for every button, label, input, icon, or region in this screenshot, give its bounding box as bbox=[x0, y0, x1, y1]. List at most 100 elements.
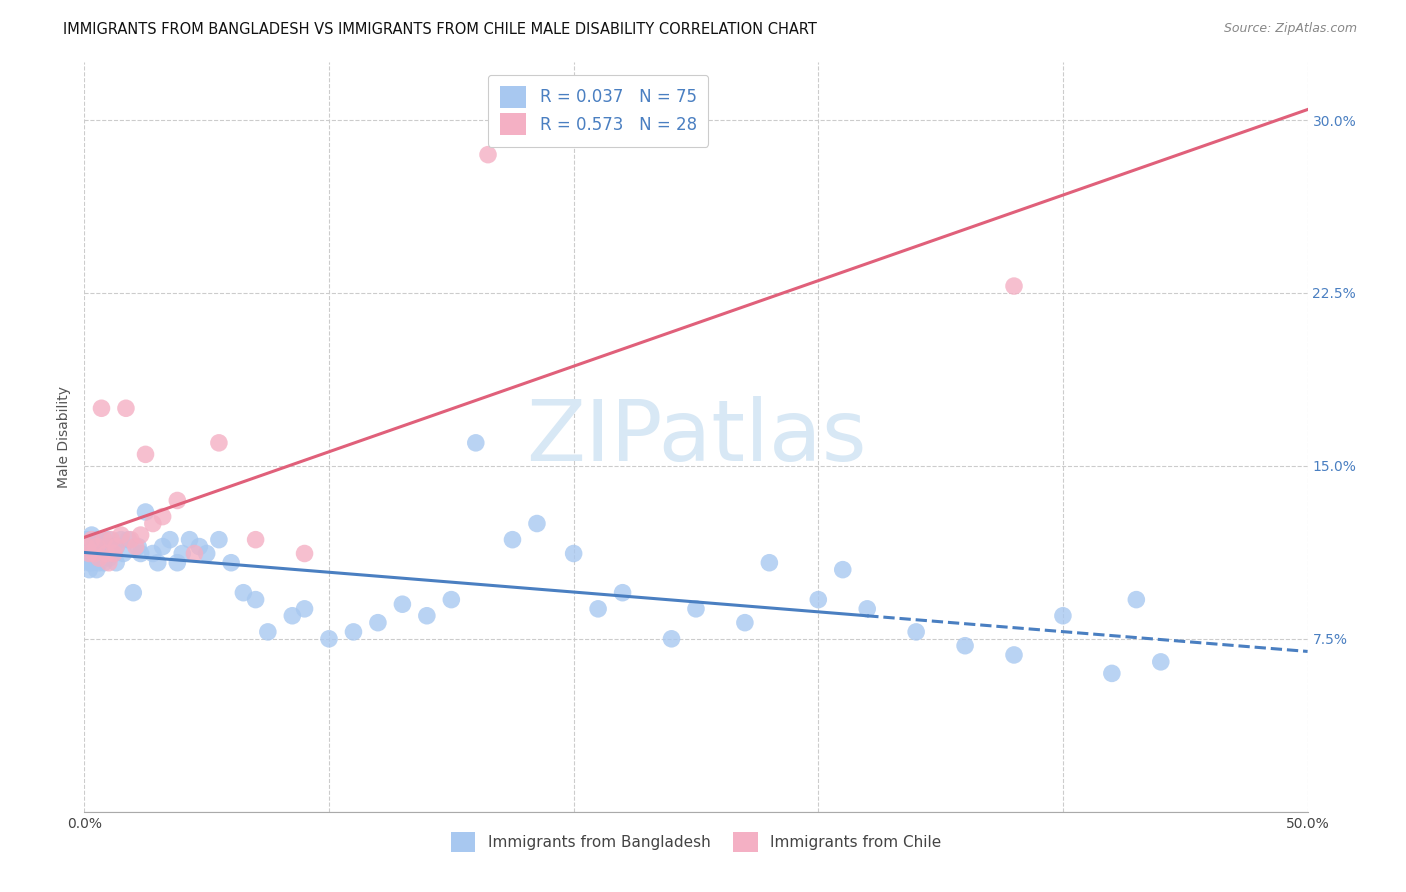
Point bbox=[105, 540, 128, 554]
Point bbox=[367, 615, 389, 630]
Point bbox=[76, 540, 98, 554]
Point bbox=[208, 435, 231, 450]
Point bbox=[96, 547, 118, 561]
Y-axis label: Male Disability: Male Disability bbox=[58, 386, 72, 488]
Point bbox=[612, 585, 634, 599]
Point bbox=[142, 547, 165, 561]
Point bbox=[146, 556, 169, 570]
Point bbox=[129, 528, 152, 542]
Point bbox=[502, 533, 524, 547]
Point bbox=[122, 585, 145, 599]
Text: Source: ZipAtlas.com: Source: ZipAtlas.com bbox=[1223, 22, 1357, 36]
Point bbox=[115, 401, 138, 416]
Point bbox=[117, 533, 139, 547]
Point bbox=[953, 639, 976, 653]
Point bbox=[120, 533, 142, 547]
Point bbox=[477, 147, 499, 161]
Point bbox=[159, 533, 181, 547]
Point bbox=[83, 551, 105, 566]
Point bbox=[77, 547, 100, 561]
Text: ZIPatlas: ZIPatlas bbox=[526, 395, 866, 479]
Point bbox=[80, 544, 103, 558]
Point bbox=[90, 401, 112, 416]
Point bbox=[257, 624, 280, 639]
Point bbox=[342, 624, 364, 639]
Point bbox=[294, 602, 316, 616]
Point bbox=[112, 547, 135, 561]
Point bbox=[110, 528, 132, 542]
Point bbox=[232, 585, 254, 599]
Point bbox=[1150, 655, 1173, 669]
Point bbox=[807, 592, 830, 607]
Point bbox=[97, 556, 120, 570]
Point bbox=[586, 602, 609, 616]
Point bbox=[105, 556, 128, 570]
Point bbox=[76, 547, 98, 561]
Point bbox=[135, 447, 157, 461]
Point bbox=[1052, 608, 1074, 623]
Point bbox=[318, 632, 340, 646]
Point bbox=[90, 533, 112, 547]
Point bbox=[734, 615, 756, 630]
Point bbox=[86, 563, 108, 577]
Point bbox=[86, 533, 108, 547]
Point bbox=[77, 556, 100, 570]
Point bbox=[661, 632, 683, 646]
Point bbox=[83, 540, 105, 554]
Point bbox=[86, 547, 108, 561]
Point bbox=[83, 547, 105, 561]
Point bbox=[905, 624, 928, 639]
Point bbox=[77, 540, 100, 554]
Point bbox=[87, 551, 110, 566]
Point bbox=[188, 540, 211, 554]
Point bbox=[135, 505, 157, 519]
Point bbox=[129, 547, 152, 561]
Point bbox=[93, 544, 115, 558]
Point bbox=[1002, 279, 1025, 293]
Point bbox=[856, 602, 879, 616]
Point bbox=[208, 533, 231, 547]
Point bbox=[183, 547, 205, 561]
Point bbox=[685, 602, 707, 616]
Point bbox=[80, 533, 103, 547]
Point bbox=[464, 435, 486, 450]
Point bbox=[245, 592, 267, 607]
Point bbox=[166, 556, 188, 570]
Point bbox=[76, 533, 98, 547]
Point bbox=[179, 533, 201, 547]
Point bbox=[142, 516, 165, 531]
Point bbox=[80, 556, 103, 570]
Point bbox=[100, 533, 122, 547]
Point bbox=[105, 540, 128, 554]
Point bbox=[90, 547, 112, 561]
Legend: Immigrants from Bangladesh, Immigrants from Chile: Immigrants from Bangladesh, Immigrants f… bbox=[444, 826, 948, 858]
Point bbox=[97, 533, 120, 547]
Point bbox=[1101, 666, 1123, 681]
Point bbox=[93, 556, 115, 570]
Point bbox=[1002, 648, 1025, 662]
Point bbox=[440, 592, 463, 607]
Point bbox=[416, 608, 439, 623]
Point bbox=[152, 509, 174, 524]
Point bbox=[93, 533, 115, 547]
Point bbox=[80, 528, 103, 542]
Point bbox=[562, 547, 585, 561]
Point bbox=[96, 540, 118, 554]
Point bbox=[87, 556, 110, 570]
Point bbox=[125, 540, 148, 554]
Text: IMMIGRANTS FROM BANGLADESH VS IMMIGRANTS FROM CHILE MALE DISABILITY CORRELATION : IMMIGRANTS FROM BANGLADESH VS IMMIGRANTS… bbox=[63, 22, 817, 37]
Point bbox=[281, 608, 304, 623]
Point bbox=[526, 516, 548, 531]
Point bbox=[103, 547, 125, 561]
Point bbox=[831, 563, 853, 577]
Point bbox=[219, 556, 242, 570]
Point bbox=[294, 547, 316, 561]
Point bbox=[166, 493, 188, 508]
Point bbox=[758, 556, 780, 570]
Point bbox=[103, 547, 125, 561]
Point bbox=[245, 533, 267, 547]
Point bbox=[1125, 592, 1147, 607]
Point bbox=[87, 540, 110, 554]
Point bbox=[110, 533, 132, 547]
Point bbox=[172, 547, 194, 561]
